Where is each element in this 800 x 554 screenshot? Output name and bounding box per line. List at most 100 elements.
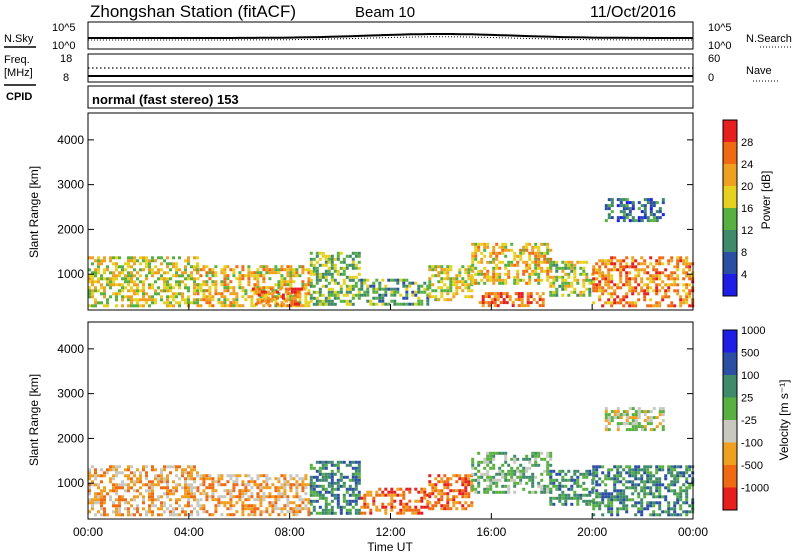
heat-cell (477, 245, 481, 249)
heat-cell (405, 502, 409, 506)
heat-cell (487, 292, 491, 296)
heat-cell (528, 460, 532, 464)
heat-cell (567, 487, 571, 491)
heat-cell (513, 281, 517, 285)
heat-cell (318, 469, 322, 473)
heat-cell (522, 472, 526, 476)
heat-cell (384, 302, 388, 306)
heat-cell (446, 298, 450, 302)
heat-cell (133, 298, 136, 302)
heat-cell (298, 483, 302, 487)
heat-cell (321, 511, 325, 515)
heat-cell (166, 271, 169, 275)
heat-cell (434, 274, 438, 278)
heat-cell (244, 274, 248, 278)
heat-cell (259, 504, 263, 508)
heat-cell (163, 504, 166, 508)
heat-cell (232, 301, 236, 305)
heat-cell (196, 304, 200, 308)
heat-cell (260, 299, 264, 303)
heat-cell (274, 489, 278, 493)
heat-cell (540, 254, 544, 258)
heat-cell (166, 298, 169, 302)
heat-cell (658, 283, 662, 287)
heat-cell (519, 463, 523, 467)
heat-cell (496, 304, 500, 308)
heat-cell (486, 242, 490, 246)
heat-cell (495, 242, 499, 246)
heat-cell (658, 259, 662, 263)
heat-cell (266, 299, 270, 303)
cpid-panel: normal (fast stereo) 153 CPID (4, 84, 694, 109)
heat-cell (610, 259, 614, 263)
heat-cell (178, 283, 181, 287)
heat-cell (423, 493, 427, 497)
heat-cell (238, 280, 242, 284)
heat-cell (658, 483, 662, 487)
heat-cell (298, 274, 302, 278)
noise-tick-right-top: 10^5 (708, 22, 732, 34)
heat-cell (646, 419, 650, 423)
heat-cell (166, 262, 169, 266)
heat-cell (573, 269, 577, 273)
heat-cell (247, 283, 251, 287)
heat-cell (160, 468, 163, 472)
heat-cell (646, 219, 650, 223)
heat-cell (357, 266, 361, 270)
heat-cell (489, 478, 493, 482)
heat-cell (595, 489, 599, 493)
heat-cell (513, 275, 517, 279)
heat-cell (208, 289, 212, 293)
heat-cell (483, 272, 487, 276)
heat-cell (610, 277, 614, 281)
heat-cell (546, 484, 550, 488)
heat-cell (616, 477, 620, 481)
heat-cell (528, 254, 532, 258)
heat-cell (330, 487, 334, 491)
heat-cell (88, 474, 91, 478)
heat-cell (100, 498, 103, 502)
x-tick-label: 20:00 (577, 525, 607, 539)
heat-cell (118, 265, 121, 269)
heat-cell (449, 489, 453, 493)
heat-cell (274, 304, 278, 308)
heat-cell (477, 451, 481, 455)
heat-cell (351, 293, 355, 297)
heat-cell (142, 268, 145, 272)
heat-cell (631, 474, 635, 478)
heat-cell (330, 472, 334, 476)
heat-cell (458, 477, 462, 481)
heat-cell (576, 478, 580, 482)
heat-cell (396, 278, 400, 282)
heat-cell (127, 489, 130, 493)
heat-cell (440, 289, 444, 293)
heat-cell (330, 263, 334, 267)
heat-cell (157, 477, 160, 481)
heat-cell (622, 489, 626, 493)
heat-cell (467, 474, 471, 478)
heat-cell (148, 510, 151, 514)
heat-cell (592, 301, 596, 305)
heat-cell (592, 468, 596, 472)
heat-cell (259, 489, 263, 493)
heat-cell (477, 242, 481, 246)
heat-cell (315, 296, 319, 300)
nsearch-label: N.Search (746, 33, 792, 45)
heat-cell (582, 475, 586, 479)
heat-cell (94, 492, 97, 496)
heat-cell (318, 257, 322, 261)
heat-cell (428, 268, 432, 272)
heat-cell (486, 460, 490, 464)
heat-cell (336, 499, 340, 503)
heat-cell (449, 265, 453, 269)
heat-cell (342, 257, 346, 261)
heat-cell (417, 287, 421, 291)
heat-cell (658, 410, 662, 414)
heat-cell (555, 263, 559, 267)
heat-cell (420, 302, 424, 306)
heat-cell (169, 513, 172, 517)
heat-cell (652, 265, 656, 269)
heat-cell (628, 277, 632, 281)
heat-cell (492, 266, 496, 270)
heat-cell (640, 486, 644, 490)
